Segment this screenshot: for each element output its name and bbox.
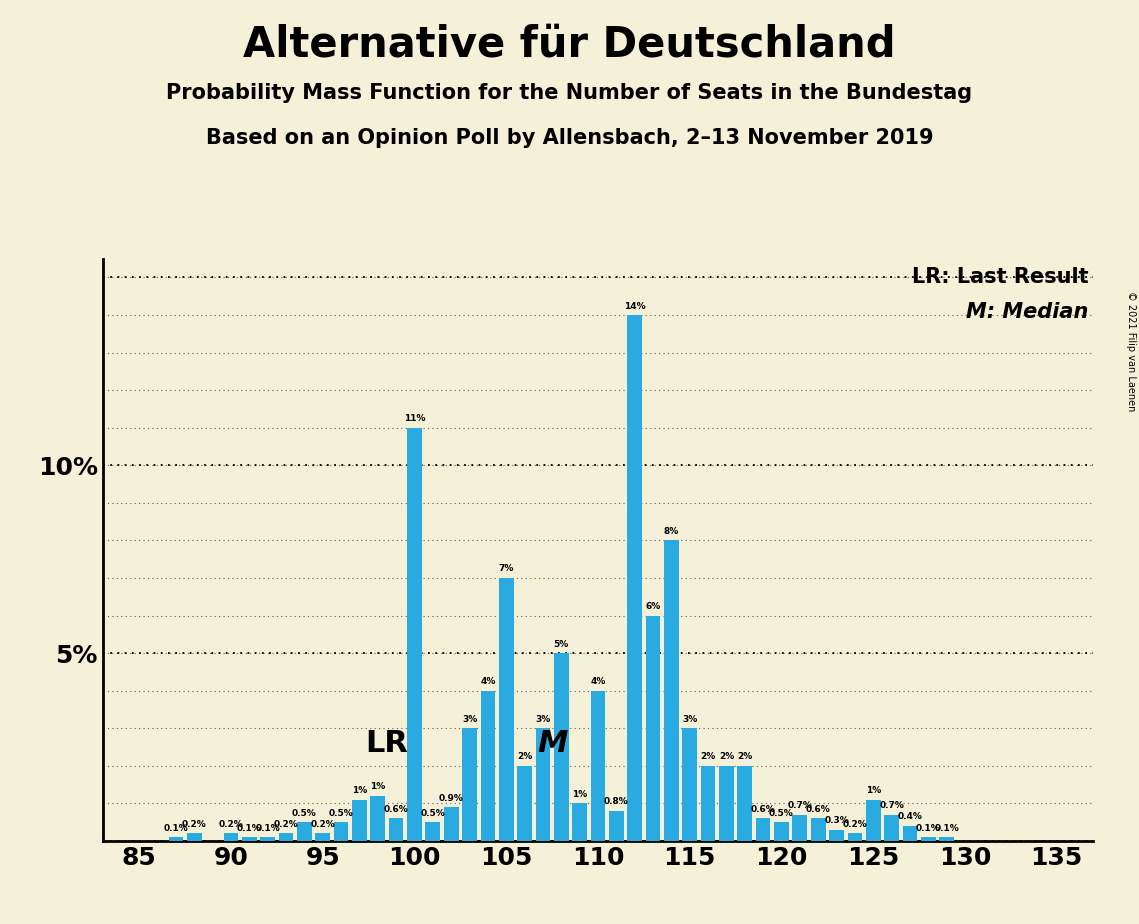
Bar	[223, 833, 238, 841]
Bar	[609, 810, 624, 841]
Bar	[921, 837, 935, 841]
Text: 2%: 2%	[737, 752, 753, 761]
Text: LR: Last Result: LR: Last Result	[912, 267, 1089, 287]
Text: 1%: 1%	[572, 790, 588, 798]
Text: Alternative für Deutschland: Alternative für Deutschland	[244, 23, 895, 65]
Text: 0.1%: 0.1%	[255, 823, 280, 833]
Text: 5%: 5%	[554, 639, 568, 649]
Bar	[241, 837, 256, 841]
Bar	[829, 830, 844, 841]
Bar	[481, 690, 495, 841]
Text: 0.3%: 0.3%	[825, 816, 849, 825]
Text: 0.1%: 0.1%	[237, 823, 262, 833]
Text: 0.6%: 0.6%	[751, 805, 776, 814]
Bar	[316, 833, 330, 841]
Text: 3%: 3%	[682, 714, 697, 723]
Bar	[902, 826, 917, 841]
Bar	[444, 807, 459, 841]
Text: 0.2%: 0.2%	[219, 820, 244, 829]
Text: 11%: 11%	[403, 414, 425, 423]
Bar	[646, 615, 661, 841]
Text: © 2021 Filip van Laenen: © 2021 Filip van Laenen	[1125, 291, 1136, 411]
Bar	[279, 833, 294, 841]
Bar	[370, 796, 385, 841]
Text: 4%: 4%	[481, 677, 495, 687]
Bar	[388, 819, 403, 841]
Text: 0.7%: 0.7%	[787, 801, 812, 810]
Text: 1%: 1%	[370, 783, 385, 791]
Bar	[535, 728, 550, 841]
Bar	[811, 819, 826, 841]
Bar	[940, 837, 954, 841]
Text: 0.2%: 0.2%	[843, 820, 867, 829]
Bar	[866, 799, 880, 841]
Text: 0.6%: 0.6%	[384, 805, 409, 814]
Bar	[499, 578, 514, 841]
Text: 3%: 3%	[462, 714, 477, 723]
Text: 0.1%: 0.1%	[164, 823, 188, 833]
Bar	[352, 799, 367, 841]
Bar	[572, 803, 587, 841]
Bar	[793, 815, 808, 841]
Text: 1%: 1%	[866, 786, 880, 795]
Bar	[169, 837, 183, 841]
Text: 14%: 14%	[624, 301, 646, 310]
Text: 2%: 2%	[719, 752, 734, 761]
Bar	[847, 833, 862, 841]
Text: 0.7%: 0.7%	[879, 801, 904, 810]
Text: 0.8%: 0.8%	[604, 797, 629, 807]
Text: M: M	[536, 729, 567, 758]
Bar	[261, 837, 274, 841]
Text: 0.1%: 0.1%	[934, 823, 959, 833]
Text: LR: LR	[366, 729, 409, 758]
Text: 3%: 3%	[535, 714, 550, 723]
Bar	[591, 690, 605, 841]
Text: 2%: 2%	[700, 752, 715, 761]
Text: 8%: 8%	[664, 527, 679, 536]
Bar	[700, 766, 715, 841]
Text: 6%: 6%	[646, 602, 661, 611]
Bar	[664, 541, 679, 841]
Bar	[719, 766, 734, 841]
Text: 0.4%: 0.4%	[898, 812, 923, 821]
Text: M: Median: M: Median	[966, 302, 1089, 322]
Text: 1%: 1%	[352, 786, 367, 795]
Text: 7%: 7%	[499, 565, 514, 574]
Bar	[628, 315, 642, 841]
Bar	[334, 822, 349, 841]
Text: 0.2%: 0.2%	[182, 820, 206, 829]
Bar	[554, 653, 568, 841]
Text: 0.2%: 0.2%	[273, 820, 298, 829]
Bar	[407, 428, 421, 841]
Text: 0.2%: 0.2%	[310, 820, 335, 829]
Text: Probability Mass Function for the Number of Seats in the Bundestag: Probability Mass Function for the Number…	[166, 83, 973, 103]
Text: 0.1%: 0.1%	[916, 823, 941, 833]
Text: 0.9%: 0.9%	[439, 794, 464, 803]
Bar	[737, 766, 752, 841]
Text: 0.5%: 0.5%	[769, 808, 794, 818]
Bar	[187, 833, 202, 841]
Bar	[297, 822, 312, 841]
Text: 4%: 4%	[590, 677, 606, 687]
Text: 0.6%: 0.6%	[805, 805, 830, 814]
Text: Based on an Opinion Poll by Allensbach, 2–13 November 2019: Based on an Opinion Poll by Allensbach, …	[206, 128, 933, 148]
Text: 0.5%: 0.5%	[329, 808, 353, 818]
Text: 0.5%: 0.5%	[292, 808, 317, 818]
Bar	[682, 728, 697, 841]
Text: 2%: 2%	[517, 752, 532, 761]
Bar	[517, 766, 532, 841]
Bar	[884, 815, 899, 841]
Bar	[756, 819, 770, 841]
Bar	[775, 822, 789, 841]
Bar	[426, 822, 440, 841]
Bar	[462, 728, 477, 841]
Text: 0.5%: 0.5%	[420, 808, 445, 818]
